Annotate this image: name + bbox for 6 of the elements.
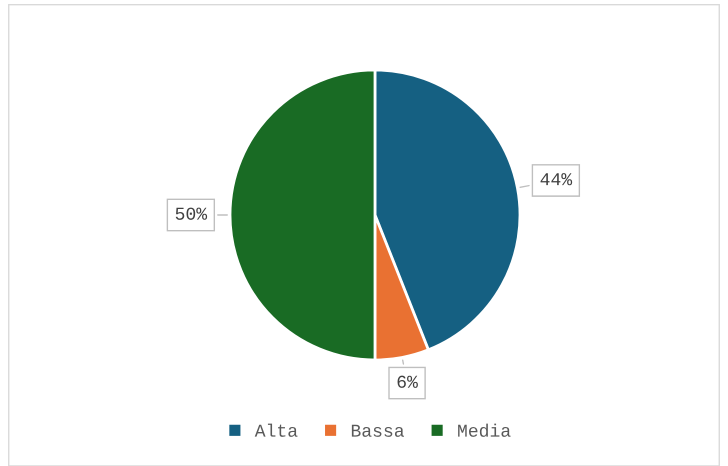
data-label: 44%	[540, 173, 572, 186]
legend-label: Alta	[254, 424, 298, 437]
legend-label: Media	[458, 424, 511, 437]
data-label: 50%	[176, 208, 208, 220]
legend-label: Bassa	[352, 424, 404, 437]
data-label: 6%	[398, 376, 418, 388]
